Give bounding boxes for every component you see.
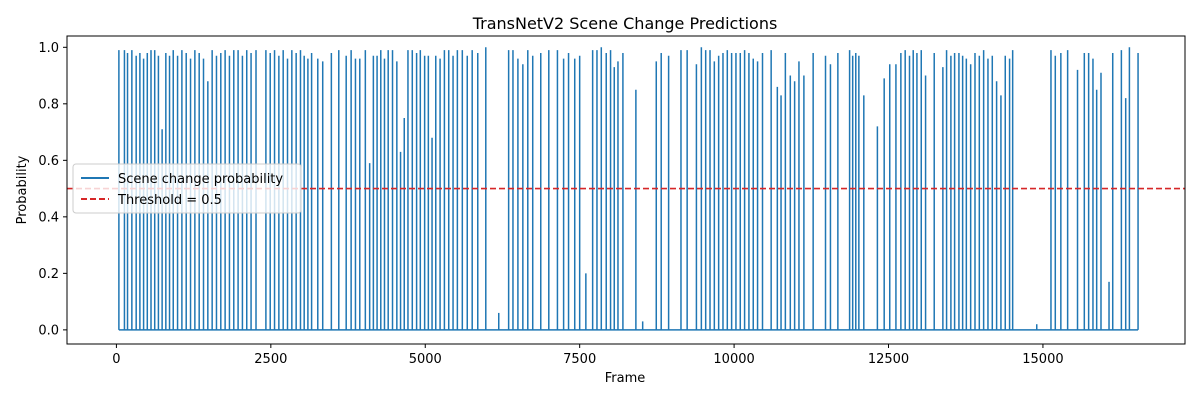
x-tick-label: 5000	[409, 352, 442, 367]
legend-series-label: Scene change probability	[118, 172, 283, 187]
y-tick-label: 0.6	[38, 154, 59, 169]
chart-title: TransNetV2 Scene Change Predictions	[472, 14, 778, 33]
probability-series	[118, 47, 1139, 331]
x-tick-label: 0	[112, 352, 120, 367]
legend-box	[72, 163, 302, 214]
legend-threshold-label: Threshold = 0.5	[117, 193, 222, 208]
y-tick-label: 0.4	[38, 210, 59, 225]
legend: Scene change probability Threshold = 0.5	[72, 163, 302, 214]
y-axis-label: Probability	[15, 155, 30, 224]
y-tick-label: 0.8	[38, 97, 59, 112]
x-tick-label: 2500	[254, 352, 287, 367]
plot-area	[67, 47, 1185, 331]
y-tick-label: 1.0	[38, 41, 59, 56]
x-tick-label: 12500	[868, 352, 909, 367]
x-tick-label: 15000	[1022, 352, 1063, 367]
x-axis-label: Frame	[605, 371, 646, 386]
y-axis: 0.0 0.2 0.4 0.6 0.8 1.0	[38, 41, 67, 338]
x-tick-label: 10000	[713, 352, 754, 367]
x-axis: 0 2500 5000 7500 10000 12500 15000	[112, 344, 1064, 367]
axes-frame	[66, 35, 1186, 345]
x-tick-label: 7500	[563, 352, 596, 367]
y-tick-label: 0.0	[38, 323, 59, 338]
y-tick-label: 0.2	[38, 267, 59, 282]
